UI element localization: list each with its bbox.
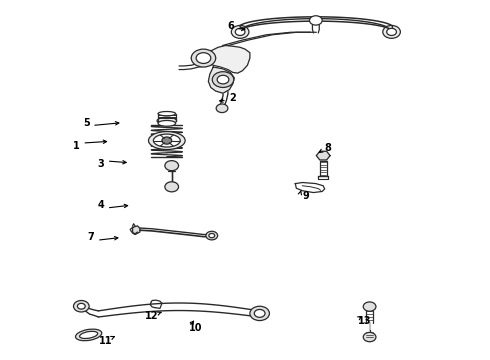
Text: 3: 3: [98, 159, 104, 169]
Text: 2: 2: [229, 93, 236, 103]
Text: 1: 1: [73, 141, 80, 151]
Ellipse shape: [148, 132, 185, 149]
Circle shape: [250, 306, 270, 320]
Ellipse shape: [79, 331, 98, 338]
Text: 12: 12: [146, 311, 159, 321]
Text: 5: 5: [83, 118, 90, 128]
Circle shape: [162, 137, 172, 144]
Text: 13: 13: [358, 316, 371, 326]
Ellipse shape: [157, 117, 176, 125]
Ellipse shape: [153, 134, 180, 147]
Circle shape: [196, 53, 211, 63]
Text: 4: 4: [98, 200, 104, 210]
Circle shape: [363, 302, 376, 311]
Ellipse shape: [158, 121, 175, 126]
Ellipse shape: [75, 329, 102, 341]
Circle shape: [363, 332, 376, 342]
Text: 10: 10: [190, 323, 203, 333]
Circle shape: [217, 75, 229, 84]
Circle shape: [231, 26, 249, 39]
Text: 7: 7: [88, 232, 95, 242]
Circle shape: [387, 28, 396, 36]
Circle shape: [310, 16, 322, 25]
Circle shape: [212, 72, 234, 87]
Polygon shape: [295, 183, 325, 193]
Circle shape: [77, 303, 85, 309]
Circle shape: [209, 233, 215, 238]
Polygon shape: [203, 45, 250, 73]
Polygon shape: [317, 151, 330, 160]
Polygon shape: [133, 226, 140, 234]
Circle shape: [216, 104, 228, 113]
Circle shape: [235, 28, 245, 36]
Circle shape: [191, 49, 216, 67]
Text: 6: 6: [227, 21, 234, 31]
Circle shape: [74, 301, 89, 312]
Circle shape: [165, 182, 178, 192]
Circle shape: [165, 161, 178, 171]
Circle shape: [206, 231, 218, 240]
Text: 11: 11: [99, 336, 113, 346]
Text: 8: 8: [325, 143, 332, 153]
Circle shape: [383, 26, 400, 39]
Ellipse shape: [158, 112, 175, 116]
Text: 9: 9: [303, 191, 310, 201]
Polygon shape: [208, 67, 234, 93]
Circle shape: [254, 310, 265, 318]
